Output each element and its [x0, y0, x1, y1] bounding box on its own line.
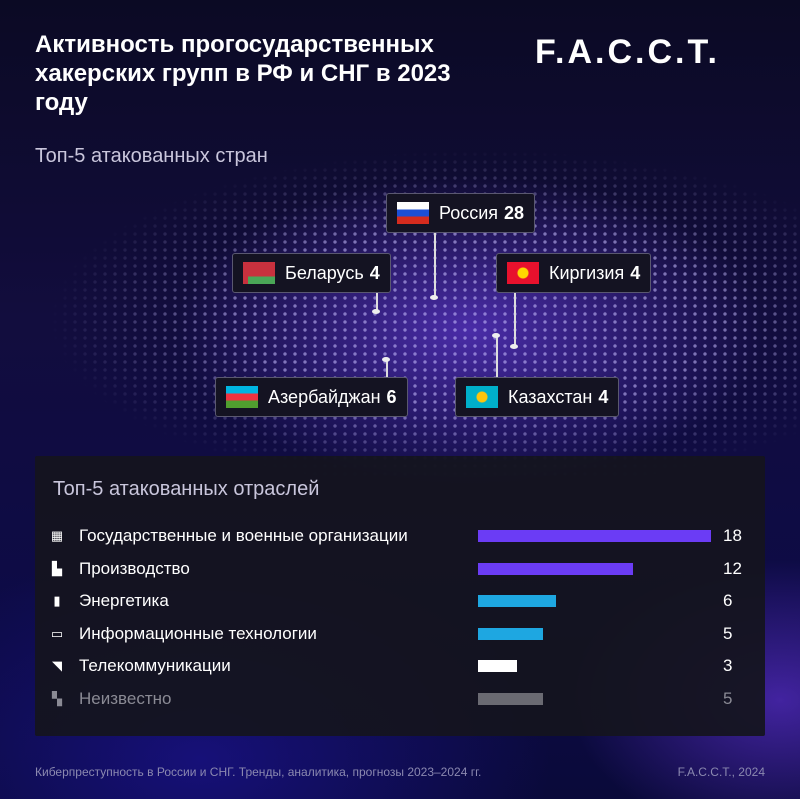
country-value: 4: [630, 262, 641, 283]
country-value: 28: [504, 202, 525, 223]
category-label: Информационные технологии: [79, 623, 317, 643]
country-value: 4: [369, 262, 380, 283]
russia-marker: [430, 295, 438, 300]
kazakhstan-marker: [492, 333, 500, 338]
category-label: Энергетика: [79, 591, 169, 610]
country-name: Азербайджан: [268, 386, 381, 407]
country-name: Киргизия: [549, 262, 625, 283]
category-label: Государственные и военные организации: [79, 526, 408, 545]
bar: [478, 595, 556, 607]
belarus-flag-icon: [243, 262, 275, 284]
bar-row: ▮ Энергетика 6: [49, 590, 749, 612]
category-label: Неизвестно: [79, 688, 172, 708]
value-label: 6: [723, 591, 733, 610]
building-icon: ▦: [50, 528, 64, 543]
factory-icon: ▙: [52, 560, 62, 576]
kyrgyzstan-connector: [514, 292, 516, 345]
country-label-kyrgyzstan: Киргизия 4: [496, 253, 652, 293]
bar: [478, 530, 711, 542]
value-label: 5: [723, 688, 733, 708]
value-label: 12: [723, 558, 742, 578]
azerbaijan-connector: [386, 360, 388, 377]
kyrgyzstan-flag-icon: [507, 262, 539, 284]
russia-flag-icon: [397, 202, 429, 224]
footer-source: Киберпреступность в России и СНГ. Тренды…: [35, 765, 482, 779]
bar: [478, 660, 517, 672]
page-title: Активность прогосударственных хакерских …: [35, 31, 451, 116]
country-value: 6: [386, 386, 397, 407]
belarus-marker: [372, 309, 380, 314]
category-label: Производство: [79, 558, 190, 578]
unknown-icon: ▚: [52, 690, 62, 706]
country-value: 4: [598, 386, 609, 407]
signal-icon: ◥: [52, 658, 62, 673]
bar-row: ▭ Информационные технологии 5: [49, 623, 749, 645]
bar: [478, 692, 543, 705]
footer-copyright: F.A.C.C.T., 2024: [677, 765, 765, 779]
value-label: 18: [723, 526, 742, 545]
bar-row: ▦ Государственные и военные организации …: [49, 525, 749, 547]
country-name: Казахстан: [508, 386, 593, 407]
kazakhstan-flag-icon: [466, 386, 498, 408]
country-label-azerbaijan: Азербайджан 6: [215, 377, 408, 417]
country-label-belarus: Беларусь 4: [232, 253, 391, 293]
country-name: Россия: [439, 202, 499, 223]
facct-logo: F.A.C.C.T.: [535, 33, 720, 71]
bar-row: ▙ Производство 12: [49, 558, 749, 580]
industries-chart-panel: Топ-5 атакованных отраслей ▦ Государстве…: [35, 456, 765, 736]
value-label: 3: [723, 656, 733, 675]
bar-row: ▚ Неизвестно 5: [49, 688, 749, 710]
chart-title: Топ-5 атакованных отраслей: [53, 478, 320, 500]
kyrgyzstan-marker: [510, 344, 518, 349]
azerbaijan-marker: [382, 357, 390, 362]
category-label: Телекоммуникации: [79, 656, 231, 675]
azerbaijan-flag-icon: [226, 386, 258, 408]
kazakhstan-connector: [496, 336, 498, 377]
country-name: Беларусь: [285, 262, 364, 283]
energy-icon: ▮: [53, 593, 61, 608]
country-label-kazakhstan: Казахстан 4: [455, 377, 620, 417]
country-label-russia: Россия 28: [386, 193, 536, 233]
laptop-icon: ▭: [50, 625, 64, 641]
map-subtitle: Топ-5 атакованных стран: [35, 145, 268, 167]
value-label: 5: [723, 623, 733, 643]
bar-row: ◥ Телекоммуникации 3: [49, 655, 749, 677]
bar: [478, 562, 634, 575]
belarus-connector: [376, 292, 378, 310]
bar: [478, 627, 543, 640]
russia-connector: [434, 232, 436, 296]
